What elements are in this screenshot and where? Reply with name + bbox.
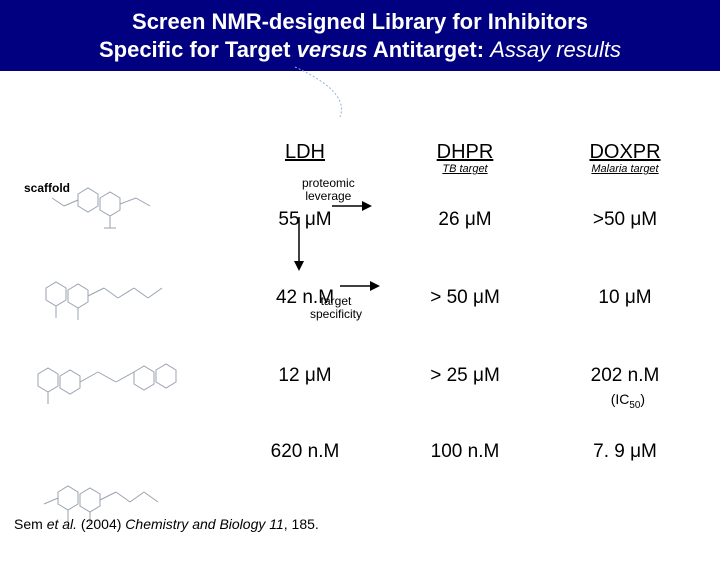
citation-etal: et al. [47, 516, 77, 532]
ic50-label: (IC50) [225, 391, 705, 411]
col-header-ldh-label: LDH [285, 141, 325, 163]
col-header-doxpr: DOXPR Malaria target [545, 141, 705, 175]
citation: Sem et al. (2004) Chemistry and Biology … [14, 516, 319, 532]
annot-ts-l2: specificity [310, 307, 362, 321]
cell-r1-dhpr: 26 μM [385, 209, 545, 231]
cell-r3-ldh: 12 μM [225, 365, 385, 387]
title-versus: versus [297, 37, 368, 62]
col-sub-doxpr: Malaria target [545, 163, 705, 175]
molecule-3 [18, 344, 188, 422]
cell-r1-doxpr: >50 μM [545, 209, 705, 231]
annot-ts-l1: target [321, 294, 352, 308]
molecule-1 [18, 176, 188, 254]
title-line2-mid: Antitarget: [368, 37, 491, 62]
molecule-2 [18, 260, 188, 338]
col-header-dhpr: DHPR TB target [385, 141, 545, 175]
citation-journal: Chemistry and Biology 11 [125, 516, 283, 532]
citation-pages: , 185. [284, 516, 319, 532]
citation-post: (2004) [77, 516, 125, 532]
arrow-down [292, 217, 306, 271]
molecule-4 [18, 466, 188, 544]
col-header-ldh: LDH [225, 141, 385, 175]
content-area: scaffold [0, 71, 720, 531]
col-sub-dhpr: TB target [385, 163, 545, 175]
annot-proteomic-l1: proteomic [302, 176, 355, 190]
ic50-pre: (IC [611, 391, 630, 407]
data-table: LDH DHPR TB target DOXPR Malaria target … [225, 141, 705, 463]
data-row-3: 12 μM > 25 μM 202 n.M [225, 365, 705, 387]
cell-r4-ldh: 620 n.M [225, 441, 385, 463]
col-header-dhpr-label: DHPR [437, 141, 494, 163]
citation-pre: Sem [14, 516, 47, 532]
header-row: LDH DHPR TB target DOXPR Malaria target [225, 141, 705, 175]
arrow-target-spec [340, 279, 380, 293]
data-row-2: 42 n.M > 50 μM 10 μM [225, 287, 705, 309]
title-assay: Assay results [490, 37, 621, 62]
col-header-doxpr-label: DOXPR [589, 141, 660, 163]
cell-r3-doxpr: 202 n.M [545, 365, 705, 387]
ic50-sub: 50 [629, 400, 640, 411]
cell-r2-doxpr: 10 μM [545, 287, 705, 309]
cell-r4-dhpr: 100 n.M [385, 441, 545, 463]
annot-target-spec: target specificity [310, 295, 362, 321]
ic50-close: ) [640, 391, 645, 407]
title-line2-pre: Specific for Target [99, 37, 297, 62]
cell-r2-dhpr: > 50 μM [385, 287, 545, 309]
cell-r4-doxpr: 7. 9 μM [545, 441, 705, 463]
title-bar: Screen NMR-designed Library for Inhibito… [0, 0, 720, 71]
cell-r3-dhpr: > 25 μM [385, 365, 545, 387]
title-line1: Screen NMR-designed Library for Inhibito… [132, 9, 588, 34]
arrow-proteomic [332, 199, 372, 213]
data-row-4: 620 n.M 100 n.M 7. 9 μM [225, 441, 705, 463]
